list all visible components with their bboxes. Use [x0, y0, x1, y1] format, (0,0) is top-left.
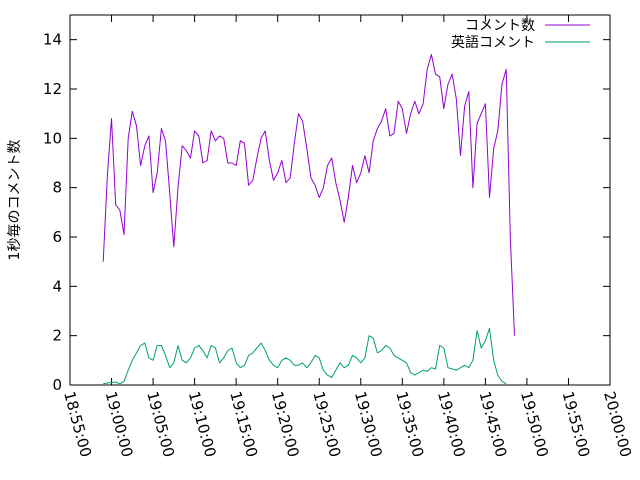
- y-axis: 0 2 4 6 8 10 12 14: [43, 31, 610, 394]
- series-layer: [102, 54, 515, 385]
- y-tick-label: 0: [52, 376, 62, 394]
- plot-area: [69, 14, 611, 386]
- y-axis-label: 1秒毎のコメント数: [7, 140, 23, 261]
- y-tick-label: 12: [43, 80, 62, 98]
- x-axis: 18:55:00 19:00:00 19:05:00 19:10:00 19:15:00…: [60, 15, 635, 459]
- legend-label-2: 英語コメント: [451, 34, 535, 51]
- y-tick-label: 14: [43, 31, 62, 49]
- x-tick-label: 19:05:00: [143, 389, 178, 459]
- x-tick-label: 19:50:00: [517, 389, 552, 459]
- x-tick-label: 19:10:00: [185, 389, 220, 459]
- x-tick-label: 19:15:00: [226, 389, 261, 459]
- plot-frame: [69, 14, 611, 386]
- legend-label-1: コメント数: [465, 18, 535, 34]
- x-tick-label: 19:00:00: [102, 389, 137, 459]
- x-tick-label: 19:35:00: [392, 389, 427, 459]
- y-tick-label: 2: [52, 327, 62, 345]
- x-tick-label: 19:20:00: [268, 389, 303, 459]
- series-line-2: [103, 327, 507, 385]
- x-tick-label: 19:25:00: [309, 389, 344, 459]
- x-tick-label: 18:55:00: [60, 389, 95, 459]
- y-tick-label: 8: [52, 179, 62, 197]
- y-tick-label: 6: [52, 228, 62, 246]
- y-tick-label: 4: [52, 277, 62, 295]
- series-line-1: [102, 54, 515, 336]
- x-tick-label: 20:00:00: [600, 389, 635, 459]
- x-tick-label: 19:30:00: [351, 389, 386, 459]
- x-tick-label: 19:40:00: [434, 389, 469, 459]
- x-tick-label: 19:55:00: [559, 389, 594, 459]
- y-tick-label: 10: [43, 129, 62, 147]
- x-tick-label: 19:45:00: [476, 389, 511, 459]
